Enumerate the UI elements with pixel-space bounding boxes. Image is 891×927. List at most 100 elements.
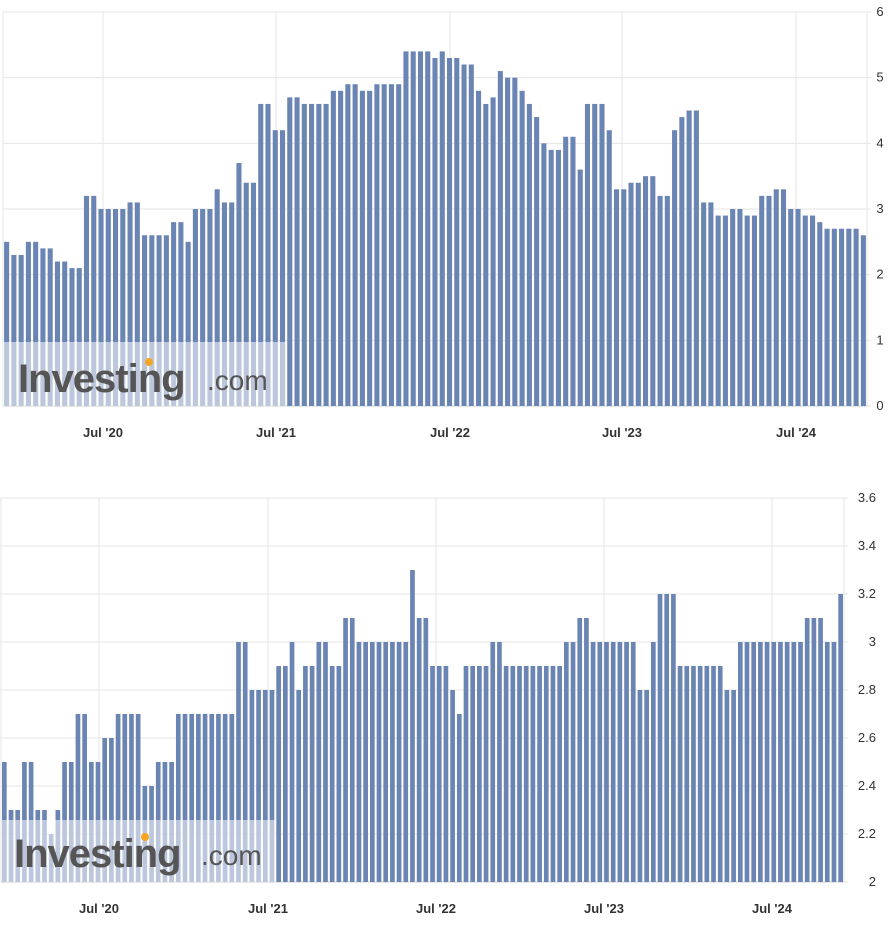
bar[interactable] — [617, 642, 623, 882]
bar[interactable] — [751, 642, 757, 882]
bar[interactable] — [766, 195, 772, 406]
bar[interactable] — [795, 209, 801, 406]
bar[interactable] — [283, 666, 288, 882]
bar[interactable] — [679, 117, 685, 406]
bar[interactable] — [410, 51, 416, 407]
bar[interactable] — [456, 714, 462, 882]
bar[interactable] — [127, 202, 133, 406]
bar[interactable] — [62, 261, 68, 406]
bar[interactable] — [672, 130, 678, 406]
bar[interactable] — [635, 182, 641, 406]
bar[interactable] — [189, 714, 195, 882]
bar[interactable] — [417, 51, 424, 407]
bar[interactable] — [691, 666, 696, 882]
bar[interactable] — [163, 235, 169, 406]
bar[interactable] — [505, 77, 511, 407]
bar[interactable] — [577, 618, 583, 882]
bar[interactable] — [256, 690, 261, 882]
bar[interactable] — [287, 97, 293, 407]
bar[interactable] — [269, 690, 275, 882]
bar[interactable] — [443, 666, 449, 882]
bar[interactable] — [512, 77, 518, 407]
bar[interactable] — [214, 189, 220, 406]
bar[interactable] — [336, 666, 342, 882]
bar[interactable] — [570, 642, 576, 882]
bar[interactable] — [262, 690, 268, 882]
bar[interactable] — [359, 90, 365, 407]
bar[interactable] — [773, 189, 779, 406]
bar[interactable] — [338, 90, 344, 407]
bar[interactable] — [250, 182, 257, 406]
bar[interactable] — [497, 71, 503, 406]
bar[interactable] — [737, 642, 743, 882]
bar[interactable] — [47, 248, 53, 406]
bar[interactable] — [374, 84, 380, 406]
bar[interactable] — [853, 228, 859, 406]
bar[interactable] — [510, 666, 516, 882]
bar[interactable] — [818, 618, 823, 882]
bar[interactable] — [731, 690, 736, 882]
bar[interactable] — [129, 714, 134, 882]
bar[interactable] — [664, 195, 670, 406]
bar[interactable] — [817, 222, 823, 406]
bar[interactable] — [470, 666, 476, 882]
bar[interactable] — [149, 235, 155, 406]
bar[interactable] — [105, 209, 111, 406]
bar[interactable] — [91, 195, 97, 406]
bar[interactable] — [75, 714, 81, 882]
bar[interactable] — [570, 136, 576, 406]
bar[interactable] — [272, 130, 278, 406]
bar[interactable] — [381, 84, 387, 406]
bar[interactable] — [621, 189, 627, 406]
bar[interactable] — [650, 642, 656, 882]
bar[interactable] — [764, 642, 770, 882]
bar[interactable] — [610, 642, 616, 882]
bar[interactable] — [550, 666, 556, 882]
bar[interactable] — [25, 241, 31, 406]
bar[interactable] — [249, 690, 255, 882]
bar[interactable] — [216, 714, 221, 882]
bar[interactable] — [584, 103, 591, 407]
bar[interactable] — [113, 209, 119, 406]
bar[interactable] — [182, 714, 188, 882]
bar[interactable] — [697, 666, 703, 882]
bar[interactable] — [301, 103, 307, 407]
bar[interactable] — [98, 209, 104, 406]
bar[interactable] — [701, 202, 707, 406]
bar[interactable] — [798, 642, 803, 882]
bar[interactable] — [120, 209, 126, 406]
bar[interactable] — [771, 642, 777, 882]
bar[interactable] — [289, 642, 295, 882]
bar[interactable] — [613, 189, 620, 406]
bar[interactable] — [200, 209, 206, 406]
bar[interactable] — [590, 642, 596, 882]
bar[interactable] — [294, 97, 300, 407]
bar[interactable] — [416, 618, 422, 882]
bar[interactable] — [171, 222, 177, 406]
bar[interactable] — [258, 103, 264, 407]
bar[interactable] — [175, 714, 181, 882]
bar[interactable] — [376, 642, 382, 882]
bar[interactable] — [156, 235, 162, 406]
bar[interactable] — [838, 594, 843, 882]
bar[interactable] — [323, 103, 329, 407]
bar[interactable] — [811, 618, 817, 882]
bar[interactable] — [352, 84, 358, 406]
bar[interactable] — [643, 176, 649, 406]
bar[interactable] — [265, 103, 271, 407]
bar[interactable] — [436, 666, 442, 882]
bar[interactable] — [229, 202, 235, 406]
bar[interactable] — [221, 202, 227, 406]
bar[interactable] — [597, 642, 603, 882]
bar[interactable] — [664, 594, 670, 882]
bar[interactable] — [650, 176, 656, 406]
bar[interactable] — [109, 738, 114, 882]
bar[interactable] — [519, 90, 525, 407]
bar[interactable] — [791, 642, 797, 882]
bar[interactable] — [192, 209, 198, 406]
bar[interactable] — [778, 642, 783, 882]
bar[interactable] — [490, 642, 496, 882]
bar[interactable] — [454, 57, 460, 406]
bar[interactable] — [780, 189, 787, 406]
bar[interactable] — [523, 666, 529, 882]
